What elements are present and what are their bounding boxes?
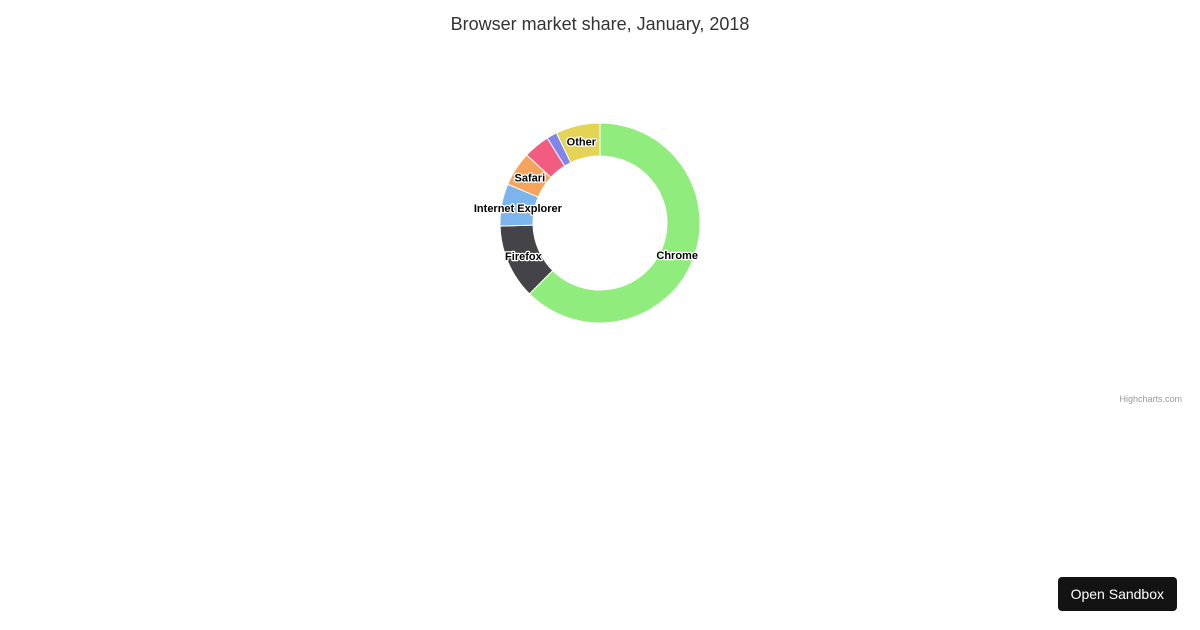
- label-firefox: Firefox: [505, 251, 543, 263]
- slice-chrome[interactable]: [528, 122, 701, 324]
- label-chrome: Chrome: [656, 250, 698, 262]
- open-sandbox-button[interactable]: Open Sandbox: [1057, 577, 1177, 611]
- label-other: Other: [567, 137, 597, 149]
- credits-link[interactable]: Highcharts.com: [1119, 394, 1182, 404]
- label-internet-explorer: Internet Explorer: [474, 203, 563, 215]
- labels-group: Chrome Firefox Internet Explorer Safari Othe…: [473, 135, 700, 264]
- label-safari: Safari: [515, 173, 546, 185]
- slice-other[interactable]: [555, 122, 601, 164]
- chart-title: Browser market share, January, 2018: [450, 14, 750, 34]
- slices-group: [499, 122, 701, 324]
